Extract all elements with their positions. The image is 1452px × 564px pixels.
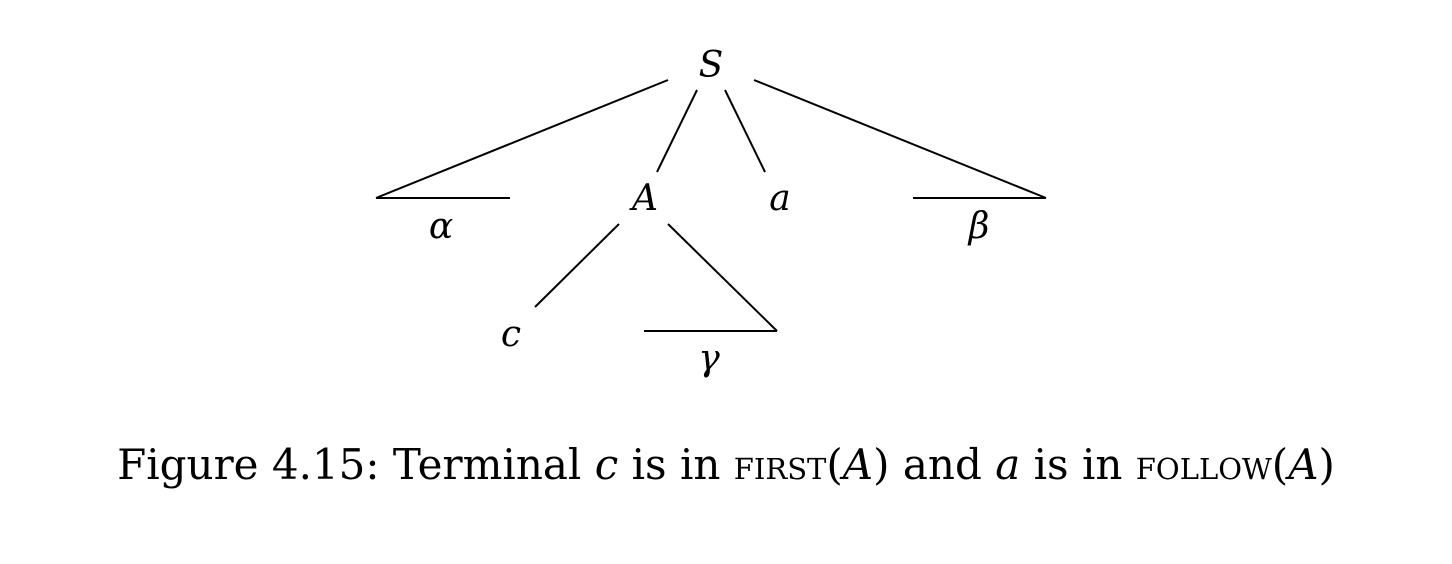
caption-first-function: FIRST <box>733 440 827 489</box>
node-s: S <box>699 45 724 86</box>
edge-s-to-beta-subtree <box>753 79 1047 199</box>
edge-A-to-gamma-subtree <box>667 223 778 332</box>
edge-A-to-c <box>534 223 620 308</box>
caption-close-paren-2: ) <box>1318 440 1335 489</box>
caption-follow-function: FOLLOW <box>1135 440 1272 489</box>
caption-term-a: a <box>995 440 1021 489</box>
edge-s-to-a <box>724 89 766 173</box>
caption-is-in-1: is in <box>618 440 734 489</box>
figure-caption: Figure 4.15: Terminal c is in FIRST(A) a… <box>0 440 1452 489</box>
node-alpha: α <box>429 206 453 247</box>
node-gamma: γ <box>698 338 720 379</box>
caption-term-c: c <box>594 440 619 489</box>
caption-open-paren-1: ( <box>826 440 843 489</box>
caption-open-paren-2: ( <box>1271 440 1289 489</box>
caption-close-paren-1: ) <box>873 440 890 489</box>
node-beta: β <box>967 206 990 247</box>
node-a-terminal: a <box>769 178 790 219</box>
caption-nonterminal-2: A <box>1288 440 1319 489</box>
edge-s-to-A <box>656 89 698 173</box>
parse-tree-diagram: S α A a β c γ <box>375 45 1047 379</box>
node-c: c <box>501 314 521 355</box>
caption-prefix: Figure 4.15: Terminal <box>117 440 595 489</box>
node-A-nonterminal: A <box>629 178 658 219</box>
edge-s-to-alpha-subtree <box>375 79 669 199</box>
caption-nonterminal-1: A <box>842 440 874 489</box>
caption-and: and <box>889 440 996 489</box>
caption-is-in-2: is in <box>1020 440 1136 489</box>
